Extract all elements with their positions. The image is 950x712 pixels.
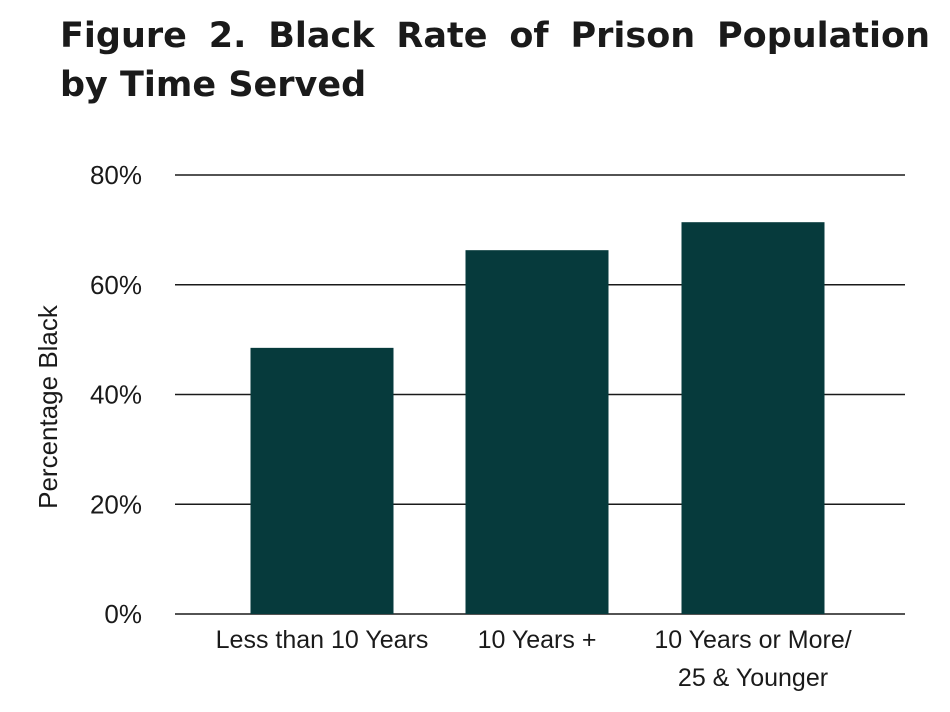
y-axis-title: Percentage Black [33, 304, 63, 509]
y-tick-label: 40% [90, 380, 142, 410]
x-category-label: 10 Years or More/ [654, 626, 851, 654]
bar [681, 222, 825, 614]
bars [250, 222, 825, 614]
bar [465, 250, 609, 614]
x-category-label: 25 & Younger [678, 664, 828, 692]
x-category-label: 10 Years + [478, 626, 597, 654]
chart-title: Figure 2. Black Rate of Prison Populatio… [60, 16, 930, 105]
bar [250, 347, 394, 614]
x-category-label: Less than 10 Years [216, 626, 429, 654]
y-tick-label: 20% [90, 489, 142, 519]
y-tick-labels: 0% 20% 40% 60% 80% [90, 160, 142, 629]
x-category-labels: Less than 10 Years 10 Years + 10 Years or … [216, 626, 852, 692]
y-tick-label: 80% [90, 160, 142, 190]
y-tick-label: 60% [90, 270, 142, 300]
y-tick-label: 0% [104, 599, 142, 629]
